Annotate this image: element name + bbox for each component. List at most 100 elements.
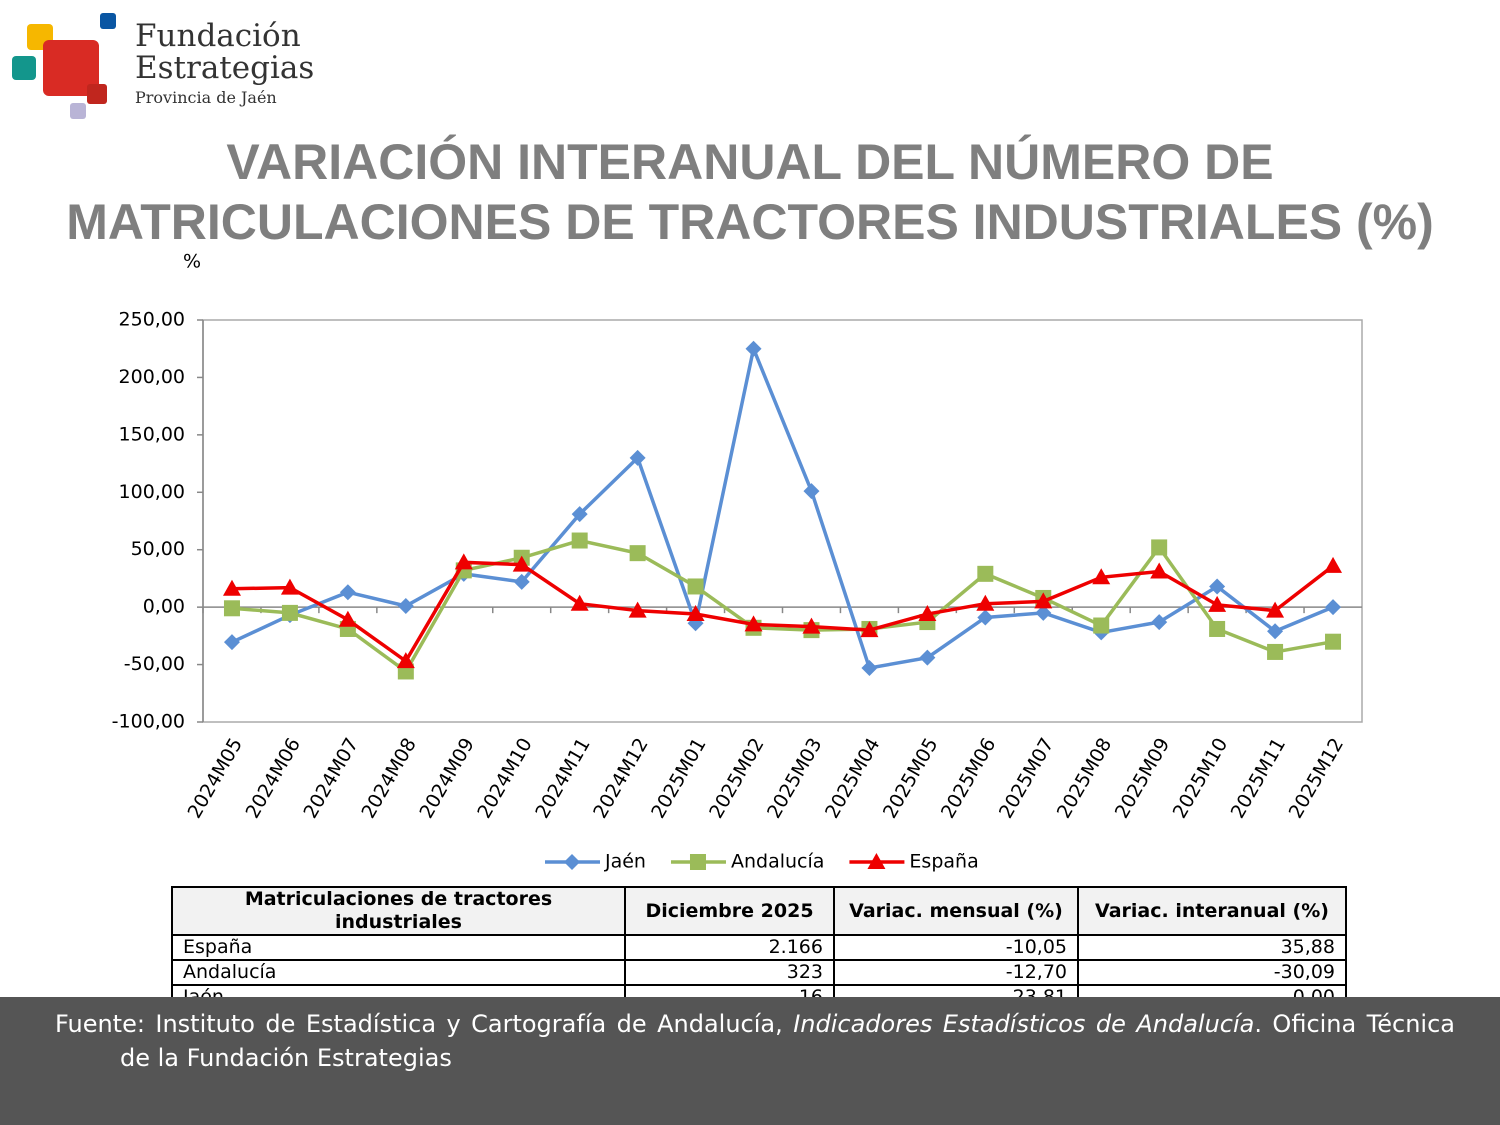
x-tick-label: 2025M12 bbox=[1285, 734, 1349, 822]
logo-square bbox=[70, 103, 86, 119]
marker bbox=[918, 605, 937, 622]
header-cell: Diciembre 2025 bbox=[624, 886, 835, 936]
logo-text: Provincia de Jaén bbox=[135, 88, 277, 107]
marker bbox=[977, 609, 994, 626]
series-line bbox=[231, 538, 1334, 675]
cell: -10,05 bbox=[833, 934, 1079, 961]
chart-title: VARIACIÓN INTERANUAL DEL NÚMERO DE MATRI… bbox=[66, 134, 1434, 250]
chart: % -100,00 -50,00 0,00 50,00 100,00 150,00 200,… bbox=[12, 13, 1363, 873]
y-tick-label: -50,00 bbox=[124, 653, 185, 675]
x-tick-label: 2024M12 bbox=[589, 734, 653, 822]
logo-square bbox=[87, 84, 107, 104]
marker bbox=[976, 594, 995, 611]
marker bbox=[861, 660, 878, 677]
cell: 323 bbox=[624, 959, 835, 986]
logo-square bbox=[100, 13, 116, 29]
series-line bbox=[231, 342, 1334, 671]
x-tick-label: 2024M09 bbox=[415, 734, 479, 822]
x-tick-label: 2025M08 bbox=[1053, 734, 1117, 822]
marker bbox=[977, 565, 994, 582]
marker bbox=[397, 597, 414, 614]
x-tick-label: 2025M04 bbox=[821, 734, 885, 822]
marker bbox=[1092, 568, 1111, 585]
marker bbox=[687, 578, 704, 595]
x-tick-label: 2024M05 bbox=[184, 734, 248, 822]
footer-text: Fuente: Instituto de Estadística y Carto… bbox=[55, 1010, 783, 1038]
x-tick-label: 2025M11 bbox=[1227, 734, 1291, 822]
marker bbox=[1209, 620, 1226, 637]
logo-text: Estrategias bbox=[135, 50, 315, 86]
y-tick-label: 250,00 bbox=[119, 309, 185, 331]
marker bbox=[1266, 601, 1285, 618]
marker bbox=[1035, 604, 1052, 621]
marker bbox=[571, 532, 588, 549]
marker bbox=[338, 610, 357, 627]
header-cell: Variac. interanual (%) bbox=[1077, 886, 1347, 936]
data-table: Matriculaciones de tractores industriale… bbox=[171, 886, 1347, 1011]
marker bbox=[629, 449, 646, 466]
header-cell: Matriculaciones de tractores industriale… bbox=[171, 886, 626, 936]
cell: -30,09 bbox=[1077, 959, 1347, 986]
marker bbox=[570, 594, 589, 611]
marker bbox=[629, 545, 646, 562]
x-tick-label: 2025M01 bbox=[647, 734, 711, 822]
marker bbox=[867, 853, 886, 869]
legend-label: España bbox=[909, 851, 978, 873]
cell: 2.166 bbox=[624, 934, 835, 961]
marker bbox=[1150, 562, 1169, 579]
footer: Fuente: Instituto de Estadística y Carto… bbox=[0, 997, 1500, 1125]
x-tick-label: 2024M08 bbox=[357, 734, 421, 822]
marker bbox=[1093, 617, 1110, 634]
y-tick-label: 100,00 bbox=[119, 481, 185, 503]
x-tick-label: 2024M07 bbox=[299, 734, 363, 822]
marker bbox=[571, 506, 588, 523]
logo-square bbox=[12, 56, 36, 80]
x-tick-label: 2025M06 bbox=[937, 734, 1001, 822]
x-tick-label: 2024M11 bbox=[531, 734, 595, 822]
marker bbox=[222, 579, 241, 596]
marker bbox=[454, 553, 473, 570]
cell: España bbox=[171, 934, 626, 961]
marker bbox=[1209, 578, 1226, 595]
plot-area bbox=[202, 319, 1363, 723]
marker bbox=[744, 615, 763, 632]
marker bbox=[1324, 556, 1343, 573]
marker bbox=[512, 555, 531, 572]
series-line bbox=[231, 560, 1335, 664]
marker bbox=[1151, 614, 1168, 631]
marker bbox=[1325, 599, 1342, 616]
y-tick-label: 200,00 bbox=[119, 366, 185, 388]
x-tick-label: 2025M05 bbox=[879, 734, 943, 822]
marker bbox=[1034, 592, 1053, 609]
marker bbox=[628, 601, 647, 618]
marker bbox=[745, 340, 762, 357]
x-tick-label: 2024M06 bbox=[241, 734, 305, 822]
cell: -12,70 bbox=[833, 959, 1079, 986]
x-tick-label: 2025M07 bbox=[995, 734, 1059, 822]
logo-text: Fundación bbox=[135, 18, 301, 54]
marker bbox=[1208, 595, 1227, 612]
marker bbox=[689, 854, 706, 870]
footer-text: . Oficina Técnica de la Fundación Estrat… bbox=[120, 1010, 1455, 1072]
marker bbox=[223, 634, 240, 651]
x-tick-label: 2025M10 bbox=[1169, 734, 1233, 822]
marker bbox=[803, 483, 820, 500]
marker bbox=[1267, 643, 1284, 660]
marker bbox=[1325, 633, 1342, 650]
marker bbox=[919, 649, 936, 666]
legend-label: Andalucía bbox=[731, 851, 824, 873]
footer-text: Indicadores Estadísticos de Andalucía bbox=[793, 1010, 1255, 1038]
marker bbox=[1267, 623, 1284, 640]
marker bbox=[223, 600, 240, 617]
legend-label: Jaén bbox=[604, 851, 646, 873]
cell: Andalucía bbox=[171, 959, 626, 986]
marker bbox=[802, 617, 821, 634]
marker bbox=[1151, 539, 1168, 556]
table-row: Andalucía 323 -12,70 -30,09 bbox=[171, 959, 1347, 986]
table-header: Matriculaciones de tractores industriale… bbox=[171, 886, 1347, 936]
marker bbox=[564, 854, 580, 870]
marker bbox=[686, 605, 705, 622]
marker bbox=[396, 652, 415, 669]
cell: 35,88 bbox=[1077, 934, 1347, 961]
